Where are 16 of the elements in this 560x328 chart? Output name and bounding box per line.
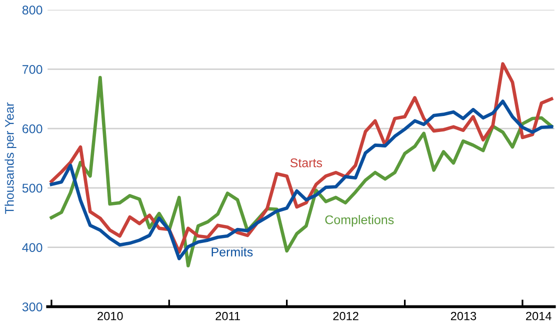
y-tick-label: 700: [22, 65, 42, 74]
y-tick-label: 600: [22, 124, 42, 134]
y-tick-label: 300: [22, 302, 42, 312]
y-axis-title: Thousands per Year: [4, 102, 16, 214]
x-tick-label: 2014: [526, 312, 552, 320]
y-tick-label: 500: [22, 184, 42, 193]
x-tick-label: 2012: [333, 312, 358, 320]
series-label: Completions: [325, 215, 394, 227]
line-series: [50, 100, 554, 260]
x-tick-label: 2011: [216, 312, 240, 320]
x-tick-label: 2013: [450, 312, 476, 320]
x-tick-label: 2010: [98, 312, 123, 320]
y-tick-label: 400: [22, 243, 42, 252]
series-label: Permits: [212, 247, 253, 256]
series-label: Starts: [290, 158, 322, 168]
y-tick-label: 800: [22, 6, 42, 14]
